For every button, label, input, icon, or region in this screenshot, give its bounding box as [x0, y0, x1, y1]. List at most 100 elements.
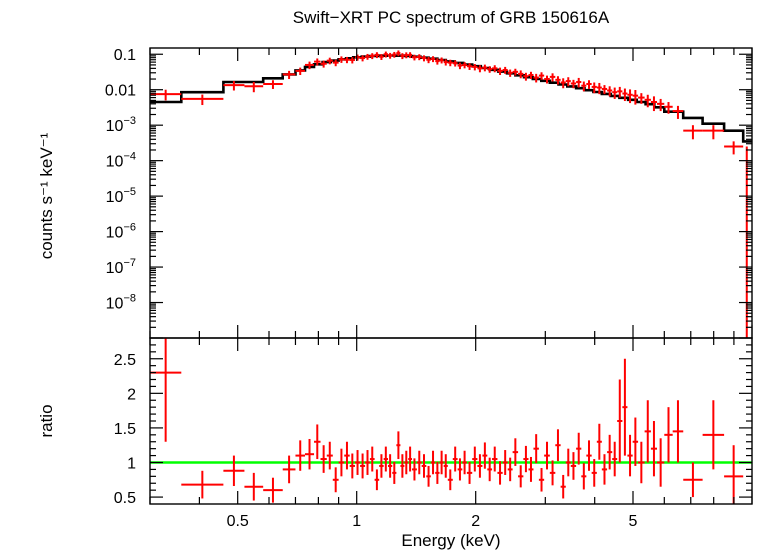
ratio-data-point: [430, 450, 436, 475]
spectrum-data-point: [263, 80, 283, 89]
ratio-data-point: [617, 379, 623, 463]
ratio-data-point: [672, 400, 684, 463]
spectrum-data-point: [447, 59, 453, 67]
ratio-data-point: [544, 441, 550, 470]
ratio-data-point: [477, 454, 483, 478]
ratio-data-point: [404, 450, 409, 475]
y-tick-label: 10−4: [106, 151, 136, 171]
spectrum-data-point: [411, 54, 417, 61]
spectrum-data-point: [369, 53, 375, 60]
spectrum-data-point: [576, 77, 582, 88]
spectrum-data-point: [683, 125, 703, 140]
y-tick-label: 2: [127, 386, 136, 403]
ratio-data-point: [528, 456, 534, 482]
x-tick-label: 1: [352, 513, 361, 530]
ratio-data-point: [497, 461, 503, 485]
spectrum-data-point: [581, 81, 587, 92]
ratio-data-point: [607, 434, 613, 470]
spectrum-data-point: [326, 57, 333, 65]
ratio-data-point: [538, 468, 545, 492]
ratio-data-point: [683, 462, 703, 498]
ratio-data-point: [447, 469, 453, 491]
spectrum-data-point: [244, 82, 264, 93]
spectrum-data-point: [622, 88, 628, 102]
spectrum-data-point: [497, 67, 503, 75]
ratio-frame: [149, 337, 753, 505]
ratio-data-point: [644, 400, 651, 463]
ratio-data-point: [560, 474, 566, 499]
y-tick-label: 10−8: [106, 293, 136, 313]
ratio-data-point: [282, 455, 296, 484]
spectrum-data-point: [150, 89, 182, 101]
ratio-data-point: [492, 446, 498, 472]
ratio-data-point: [387, 454, 393, 478]
spectrum-data-point: [565, 77, 571, 87]
ratio-data-point: [638, 441, 645, 484]
ratio-data-point: [482, 442, 488, 469]
spectrum-data-point: [560, 78, 566, 89]
chart-title: Swift−XRT PC spectrum of GRB 150616A: [293, 8, 610, 27]
spectrum-data-point: [533, 73, 539, 83]
ratio-data-point: [244, 472, 264, 501]
spectrum-data-point: [332, 59, 339, 67]
y-tick-label: 10−3: [106, 115, 136, 135]
ratio-data-point: [383, 446, 388, 472]
ratio-data-point: [332, 467, 339, 493]
ratio-data-point: [369, 446, 375, 472]
ratio-data-point: [223, 455, 245, 487]
ratio-data-point: [443, 454, 448, 478]
spectrum-data-point: [632, 90, 639, 105]
ratio-data-point: [487, 457, 493, 482]
spectrum-data-point: [282, 70, 296, 80]
ratio-data-point: [549, 460, 556, 486]
spectrum-data-point: [314, 58, 321, 66]
spectrum-data-point: [586, 80, 592, 89]
ratio-data-point: [320, 445, 327, 473]
ratio-data-point: [512, 438, 519, 466]
ratio-data-point: [305, 438, 315, 470]
spectrum-data-point: [570, 79, 577, 89]
spectrum-data-point: [664, 102, 673, 114]
ratio-data-point: [400, 454, 405, 478]
spectrum-data-points: [150, 50, 748, 338]
spectrum-data-point: [656, 98, 665, 112]
ratio-data-point: [518, 465, 524, 488]
spectrum-data-point: [223, 81, 245, 91]
spectrum-data-point: [596, 82, 602, 95]
y-tick-label: 0.1: [114, 47, 136, 64]
ratio-data-point: [632, 417, 639, 466]
spectrum-data-point: [374, 52, 380, 59]
spectrum-data-point: [430, 56, 436, 63]
spectrum-data-point: [607, 86, 613, 97]
spectrum-data-point: [627, 89, 633, 104]
ratio-data-point: [565, 448, 571, 477]
ratio-axes: 0.5 1 1.5 2 2.5 0.5 1 2 5: [114, 338, 753, 530]
y-tick-label: 1.5: [114, 421, 136, 438]
ratio-data-point: [421, 454, 427, 478]
ratio-data-point: [472, 446, 478, 472]
spectrum-data-point: [435, 58, 440, 65]
ratio-data-point: [295, 440, 306, 471]
spectrum-axes: 0.1 0.01 10−3 10−4 10−5 10−6 10−7 10−8: [105, 47, 753, 339]
spectrum-data-point: [338, 56, 345, 63]
ratio-data-point: [354, 450, 361, 475]
ratio-data-point: [462, 450, 467, 475]
ratio-data-point: [338, 448, 345, 477]
ratio-data-point: [326, 441, 333, 470]
ratio-data-point: [150, 338, 182, 442]
spectrum-data-point: [724, 141, 744, 155]
y-tick-label: 10−5: [106, 186, 136, 206]
ratio-data-point: [627, 434, 633, 477]
spectrum-data-point: [383, 51, 388, 58]
ratio-data-point: [596, 423, 602, 460]
ratio-data-point: [612, 441, 618, 477]
ratio-data-point: [344, 441, 350, 470]
spectrum-data-point: [507, 69, 513, 77]
ratio-data-point: [702, 400, 725, 470]
spectrum-data-point: [612, 87, 618, 99]
spectrum-data-point: [523, 72, 529, 81]
spectrum-data-point: [650, 96, 657, 112]
spectrum-data-point: [528, 71, 534, 80]
spectrum-data-point: [295, 67, 306, 75]
